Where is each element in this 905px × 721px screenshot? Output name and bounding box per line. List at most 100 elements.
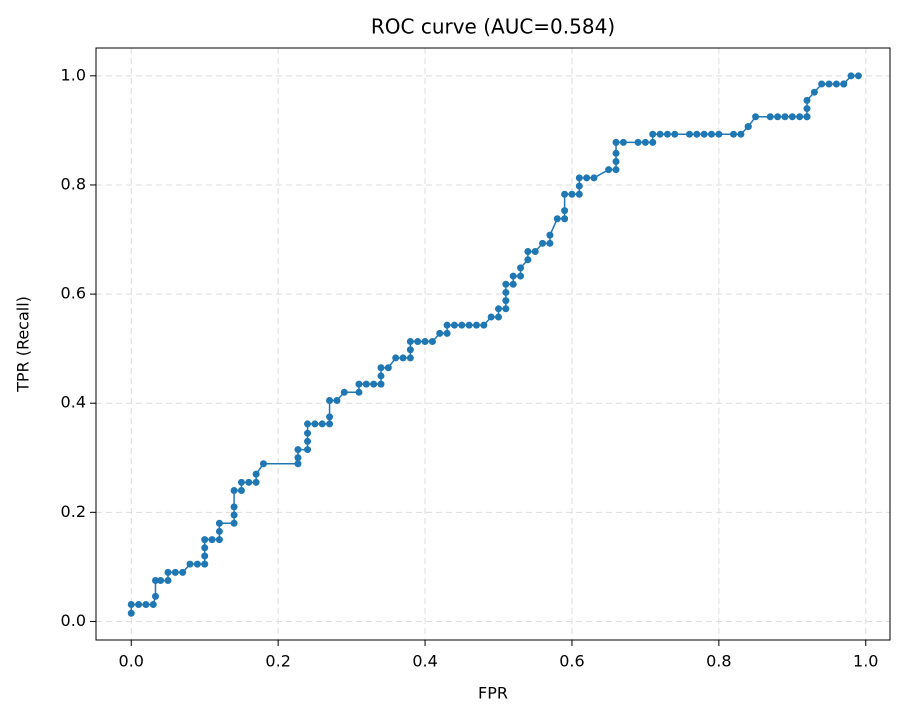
roc-point	[818, 80, 826, 88]
roc-point	[832, 80, 840, 88]
y-tick-label: 0.4	[61, 393, 86, 412]
plot-frame	[95, 47, 891, 641]
roc-point	[561, 207, 569, 215]
roc-point	[700, 130, 708, 138]
y-tick-label: 0.2	[61, 502, 86, 521]
roc-point	[472, 321, 480, 329]
roc-point	[847, 72, 855, 80]
roc-point	[641, 138, 649, 146]
x-tick-label: 1.0	[853, 652, 878, 671]
roc-point	[575, 182, 583, 190]
roc-point	[612, 138, 620, 146]
roc-point	[201, 560, 209, 568]
roc-point	[304, 429, 312, 437]
roc-point	[502, 305, 510, 313]
roc-point	[590, 174, 598, 182]
chart-title: ROC curve (AUC=0.584)	[371, 15, 615, 39]
roc-point	[509, 280, 517, 288]
roc-point	[362, 380, 370, 388]
roc-point	[737, 130, 745, 138]
roc-point	[377, 364, 385, 372]
roc-point	[436, 329, 444, 337]
roc-point	[340, 388, 348, 396]
x-tick-label: 0.2	[265, 652, 290, 671]
roc-point	[377, 380, 385, 388]
roc-point	[215, 519, 223, 527]
roc-point	[406, 354, 414, 362]
roc-point	[480, 321, 488, 329]
roc-point	[230, 503, 238, 511]
roc-point	[237, 486, 245, 494]
y-tick-label: 0.6	[61, 284, 86, 303]
roc-point	[502, 280, 510, 288]
roc-point	[605, 166, 613, 174]
roc-point	[149, 601, 157, 609]
x-tick-label: 0.0	[119, 652, 144, 671]
roc-point	[304, 420, 312, 428]
roc-point	[517, 264, 525, 272]
roc-point	[406, 346, 414, 354]
x-tick-label: 0.4	[412, 652, 437, 671]
roc-point	[708, 130, 716, 138]
roc-point	[788, 113, 796, 121]
roc-point	[326, 420, 334, 428]
roc-point	[230, 511, 238, 519]
roc-point	[656, 130, 664, 138]
roc-point	[355, 388, 363, 396]
roc-point	[414, 338, 422, 346]
roc-point	[561, 215, 569, 223]
roc-point	[744, 123, 752, 131]
roc-point	[252, 478, 260, 486]
roc-point	[840, 80, 848, 88]
roc-point	[752, 113, 760, 121]
roc-point	[294, 454, 302, 462]
roc-point	[766, 113, 774, 121]
roc-point	[561, 190, 569, 198]
roc-point	[524, 256, 532, 264]
roc-point	[428, 338, 436, 346]
roc-point	[671, 130, 679, 138]
roc-point	[465, 321, 473, 329]
roc-point	[135, 601, 143, 609]
roc-point	[495, 305, 503, 313]
roc-point	[370, 380, 378, 388]
roc-point	[774, 113, 782, 121]
roc-point	[649, 138, 657, 146]
roc-line	[130, 75, 859, 614]
roc-point	[230, 519, 238, 527]
roc-point	[803, 113, 811, 121]
roc-point	[171, 568, 179, 576]
roc-point	[715, 130, 723, 138]
roc-point	[193, 560, 201, 568]
y-tick-label: 0.8	[61, 174, 86, 193]
roc-point	[539, 239, 547, 247]
roc-point	[127, 609, 135, 617]
roc-point	[803, 96, 811, 104]
roc-point	[575, 190, 583, 198]
roc-point	[546, 239, 554, 247]
x-axis-label: FPR	[478, 684, 508, 703]
roc-point	[245, 478, 253, 486]
roc-point	[612, 157, 620, 165]
roc-point	[583, 174, 591, 182]
roc-point	[443, 321, 451, 329]
x-tick-label: 0.8	[706, 652, 731, 671]
roc-point	[509, 272, 517, 280]
roc-point	[294, 460, 302, 468]
roc-point	[377, 372, 385, 380]
roc-point	[450, 321, 458, 329]
roc-point	[151, 592, 159, 600]
roc-point	[612, 166, 620, 174]
roc-point	[186, 560, 194, 568]
roc-point	[502, 297, 510, 305]
roc-point	[164, 577, 172, 585]
roc-point	[685, 130, 693, 138]
roc-point	[294, 446, 302, 454]
roc-point	[230, 486, 238, 494]
roc-point	[546, 231, 554, 239]
roc-point	[326, 396, 334, 404]
roc-point	[164, 568, 172, 576]
roc-point	[619, 138, 627, 146]
roc-point	[399, 354, 407, 362]
roc-point	[333, 396, 341, 404]
